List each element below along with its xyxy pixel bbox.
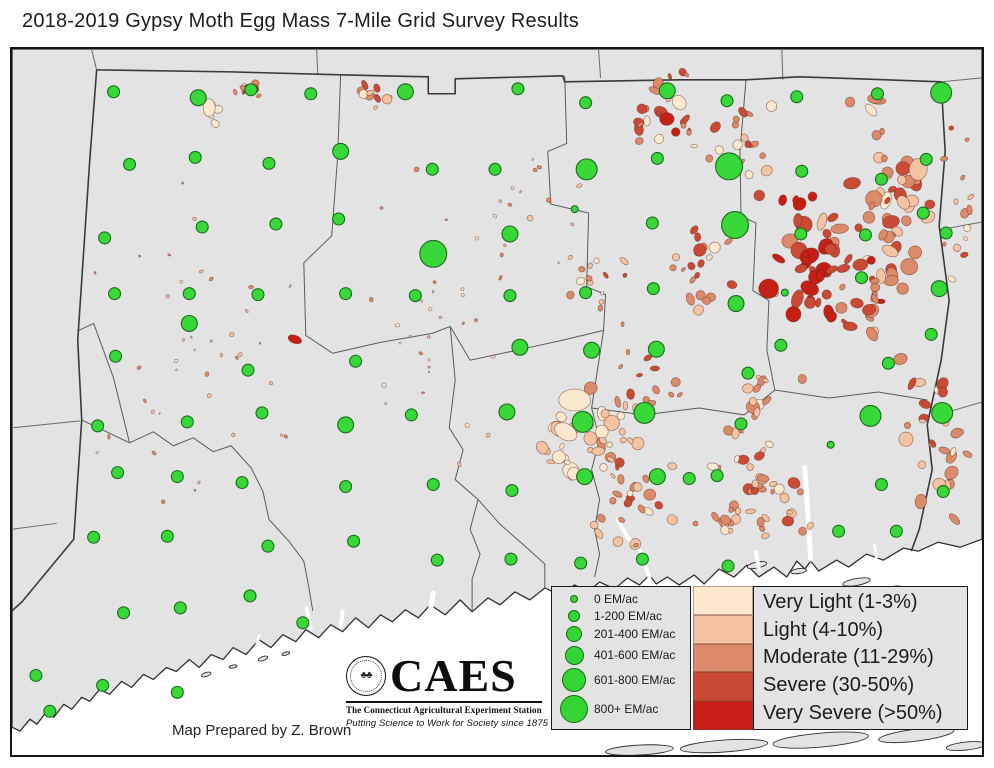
legend-circle-label: 800+ EM/ac: [594, 701, 659, 716]
legend-severity-color-ramp: [693, 586, 753, 730]
legend-circle-row: 0 EM/ac: [554, 592, 688, 606]
severity-label: Severe (30-50%): [763, 674, 915, 697]
severity-label: Very Light (1-3%): [763, 591, 918, 614]
connecticut-map: [12, 49, 982, 755]
caes-org-name: The Connecticut Agricultural Experiment …: [346, 705, 542, 715]
legend-circle-row: 800+ EM/ac: [554, 694, 688, 723]
caes-seal-icon: ♣♣: [346, 655, 386, 696]
island-layer: [200, 561, 982, 755]
severity-swatch: [693, 701, 753, 730]
legend-circle-row: 1-200 EM/ac: [554, 609, 688, 623]
legend-defoliation-severity: Very Light (1-3%) Light (4-10%) Moderate (…: [753, 586, 968, 730]
caes-seal-ring: [350, 659, 382, 692]
legend-circle-label: 601-800 EM/ac: [594, 672, 676, 687]
defoliation-layer: [93, 68, 975, 550]
caes-acronym: CAES: [390, 649, 517, 701]
caes-tagline: Putting Science to Work for Society sinc…: [346, 718, 549, 729]
legend-circle-row: 601-800 EM/ac: [554, 667, 688, 692]
egg-mass-circle-icon: [568, 610, 580, 623]
legend-circle-symbol: [554, 645, 594, 665]
severity-label: Very Severe (>50%): [763, 701, 943, 724]
map-frame: 0 EM/ac 1-200 EM/ac 201-400 EM/ac 401-600 E…: [10, 47, 984, 757]
egg-mass-circle-icon: [566, 626, 582, 643]
state-border: [12, 69, 950, 612]
legend-circle-symbol: [554, 595, 594, 603]
legend-circle-symbol: [554, 667, 594, 692]
severity-swatch: [693, 643, 753, 673]
severity-swatch: [693, 672, 753, 702]
legend-circle-label: 0 EM/ac: [594, 592, 639, 606]
caes-logo-block: ♣♣ CAES The Connecticut Agricultural Exp…: [342, 649, 549, 738]
egg-mass-circle-icon: [570, 595, 578, 603]
survey-points-layer: [29, 81, 954, 718]
egg-mass-circle-icon: [564, 645, 584, 665]
egg-mass-circle-icon: [560, 694, 588, 723]
severity-swatch: [693, 614, 753, 644]
caes-logo-rule: [346, 701, 542, 703]
legend-circle-row: 401-600 EM/ac: [554, 645, 688, 665]
river-layer: [254, 465, 878, 651]
legend-circle-label: 401-600 EM/ac: [594, 648, 676, 663]
severity-label: Light (4-10%): [763, 618, 884, 641]
legend-circle-symbol: [554, 626, 594, 643]
legend-circle-label: 1-200 EM/ac: [594, 609, 663, 624]
legend-circle-label: 201-400 EM/ac: [594, 627, 676, 642]
severity-label: Moderate (11-29%): [763, 646, 934, 669]
severity-swatch: [693, 586, 753, 615]
legend-circle-row: 201-400 EM/ac: [554, 626, 688, 643]
legend-circle-symbol: [554, 694, 594, 723]
neighbor-borders: [12, 49, 982, 530]
map-credit: Map Prepared by Z. Brown: [172, 722, 352, 739]
caes-logo-row: ♣♣ CAES: [346, 652, 542, 699]
legend-egg-mass-density: 0 EM/ac 1-200 EM/ac 201-400 EM/ac 401-600 E…: [551, 586, 691, 730]
page-title: 2018-2019 Gypsy Moth Egg Mass 7-Mile Gri…: [22, 10, 579, 32]
egg-mass-circle-icon: [562, 667, 586, 692]
legend-circle-symbol: [554, 610, 594, 623]
